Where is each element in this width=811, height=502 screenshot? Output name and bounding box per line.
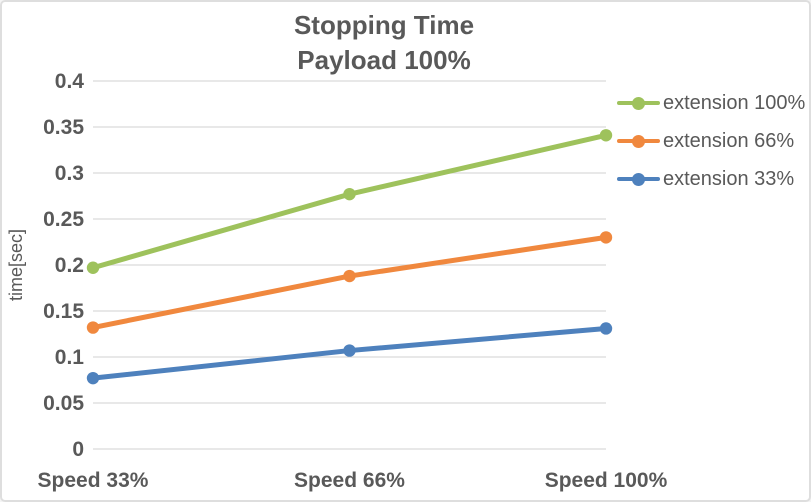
x-axis-category-label: Speed 100% <box>545 469 668 492</box>
y-axis-tick-label: 0.3 <box>55 162 84 185</box>
legend-line-marker-icon <box>617 130 660 152</box>
y-axis-tick-label: 0.05 <box>43 392 84 415</box>
y-axis-title: time[sec] <box>6 229 26 301</box>
legend-item-extension-66: extension 66% <box>617 130 805 152</box>
chart-title-line-1: Stopping Time <box>293 10 475 40</box>
legend-label-extension-66: extension 66% <box>663 129 795 152</box>
data-point-marker <box>599 231 613 244</box>
data-point-marker <box>343 187 356 201</box>
data-point-marker <box>599 322 613 335</box>
legend-item-extension-100: extension 100% <box>617 92 805 114</box>
x-axis-category-label: Speed 33% <box>38 469 149 492</box>
y-axis-tick-label: 0.35 <box>43 116 84 139</box>
data-point-marker <box>86 371 100 385</box>
chart-title: Stopping Time Payload 100% <box>0 8 768 78</box>
series-line <box>90 234 609 331</box>
x-axis-category-label: Speed 66% <box>294 469 405 492</box>
data-point-marker <box>86 321 100 334</box>
data-point-marker <box>599 129 613 142</box>
y-axis-tick-label: 0.15 <box>43 300 84 323</box>
data-point-marker <box>343 269 356 283</box>
legend-label-extension-100: extension 100% <box>663 91 806 114</box>
y-axis-tick-label: 0.2 <box>55 254 84 277</box>
legend: extension 100% extension 66% extension 3… <box>617 92 805 190</box>
y-axis-tick-label: 0.25 <box>43 208 84 231</box>
legend-line-marker-icon <box>617 92 660 114</box>
data-point-marker <box>343 344 356 357</box>
y-axis-tick-label: 0 <box>72 438 84 461</box>
chart-title-line-2: Payload 100% <box>297 45 471 75</box>
y-axis-tick-label: 0.1 <box>55 346 85 369</box>
data-point-marker <box>86 261 100 274</box>
legend-item-extension-33: extension 33% <box>617 168 805 190</box>
y-axis-tick-label: 0.4 <box>55 70 85 93</box>
legend-line-marker-icon <box>617 168 660 190</box>
legend-label-extension-33: extension 33% <box>663 167 795 190</box>
